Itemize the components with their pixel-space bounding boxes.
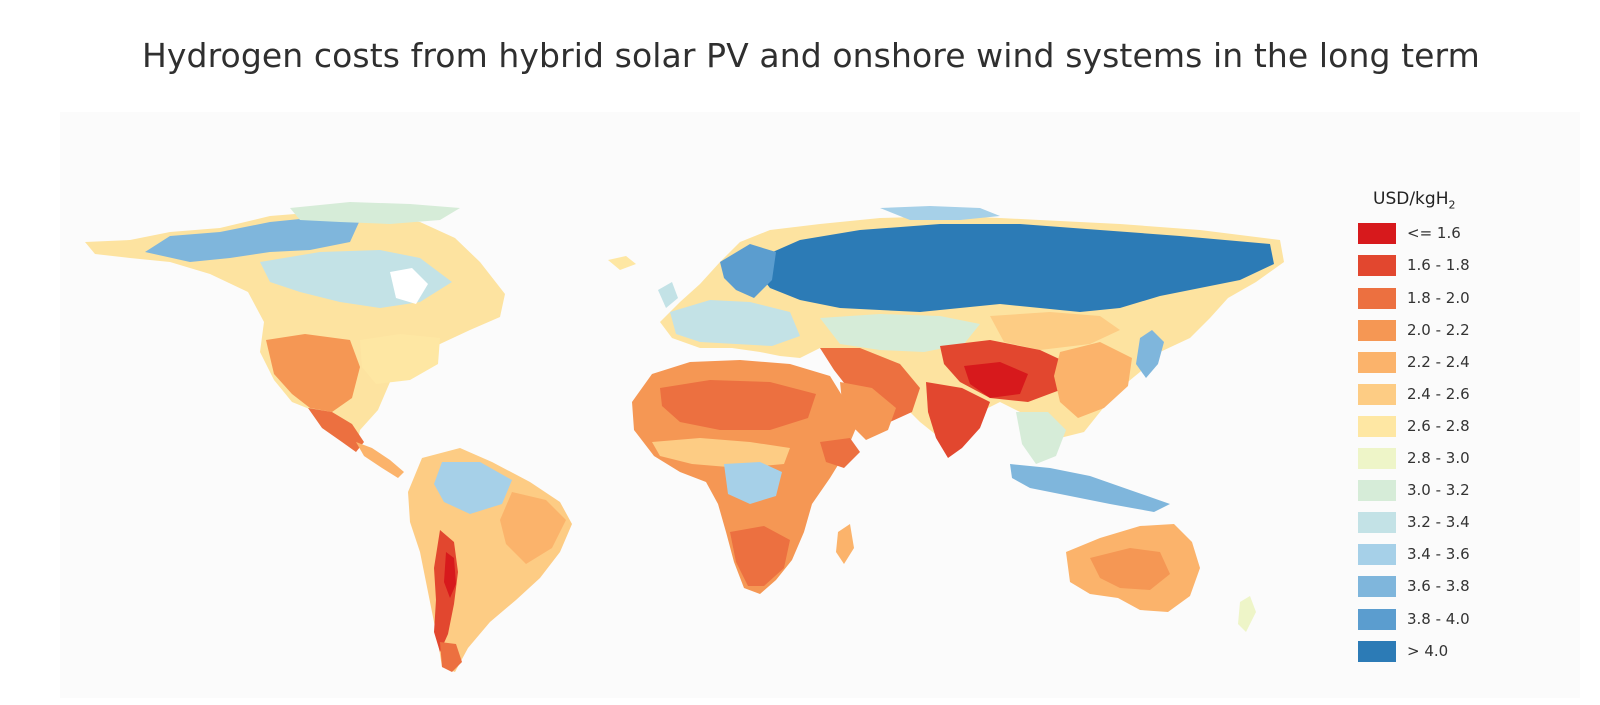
legend-swatch — [1358, 383, 1396, 405]
legend-title-subscript: 2 — [1448, 198, 1456, 212]
legend-swatch — [1358, 415, 1396, 437]
legend-swatch — [1358, 480, 1396, 502]
legend-title-unit: USD/kgH — [1373, 189, 1449, 209]
uk-ireland — [658, 282, 678, 308]
sahel — [652, 438, 790, 468]
russia-siberia — [750, 224, 1274, 312]
legend-label: 3.0 - 3.2 — [1407, 481, 1470, 500]
legend-swatch — [1358, 640, 1396, 662]
legend-swatch — [1358, 512, 1396, 534]
legend-title: USD/kgH2 — [1373, 189, 1498, 211]
atacama — [444, 552, 456, 598]
legend-swatch — [1358, 223, 1396, 245]
southeast-asia — [1016, 412, 1066, 464]
legend-item: 3.2 - 3.4 — [1358, 512, 1498, 544]
legend-label: 1.8 - 2.0 — [1407, 288, 1470, 307]
new-zealand — [1238, 596, 1256, 632]
legend-swatch — [1358, 576, 1396, 598]
legend-item: 3.6 - 3.8 — [1358, 576, 1498, 608]
legend-swatch — [1358, 319, 1396, 341]
map-title: Hydrogen costs from hybrid solar PV and … — [142, 36, 1480, 75]
madagascar — [836, 524, 854, 564]
world-map — [85, 202, 1284, 672]
europe-central — [670, 300, 800, 346]
legend-item: 1.8 - 2.0 — [1358, 287, 1498, 320]
tibet — [964, 362, 1028, 398]
mexico — [308, 408, 364, 452]
amazon-basin — [434, 462, 512, 514]
usa-southwest — [266, 334, 360, 412]
world-map-area — [60, 112, 1580, 698]
north-america — [85, 202, 505, 478]
korea-japan — [1136, 330, 1164, 378]
legend-item: 2.0 - 2.2 — [1358, 319, 1498, 352]
legend-item: 3.0 - 3.2 — [1358, 480, 1498, 512]
middle-east — [820, 348, 920, 422]
legend-swatch — [1358, 351, 1396, 373]
legend-label: 2.0 - 2.2 — [1407, 320, 1470, 339]
scandinavia — [720, 244, 776, 298]
legend-item: <= 1.6 — [1358, 223, 1498, 255]
australia-nz — [1066, 524, 1256, 632]
legend-item: 3.4 - 3.6 — [1358, 544, 1498, 576]
brazil-east — [500, 492, 566, 564]
east-africa-horn — [820, 438, 860, 468]
china-east — [1054, 342, 1132, 418]
south-america — [408, 448, 572, 672]
legend-label: <= 1.6 — [1407, 224, 1461, 243]
legend-item: > 4.0 — [1358, 640, 1498, 673]
southern-africa — [730, 526, 790, 586]
usa-east — [360, 334, 440, 384]
legend-items: <= 1.6 1.6 - 1.8 1.8 - 2.0 2.0 - 2.2 2.2 - 2… — [1358, 223, 1498, 672]
legend-swatch — [1358, 608, 1396, 630]
hudson-region — [390, 268, 428, 304]
legend-label: 2.2 - 2.4 — [1407, 352, 1470, 371]
legend-swatch — [1358, 544, 1396, 566]
legend-item: 2.6 - 2.8 — [1358, 415, 1498, 448]
legend-item: 3.8 - 4.0 — [1358, 608, 1498, 641]
legend-swatch — [1358, 287, 1396, 309]
legend-item: 2.4 - 2.6 — [1358, 383, 1498, 416]
legend-label: > 4.0 — [1407, 641, 1449, 660]
legend-item: 2.8 - 3.0 — [1358, 448, 1498, 480]
legend-label: 3.2 - 3.4 — [1407, 513, 1470, 532]
legend-swatch — [1358, 448, 1396, 470]
congo-basin — [724, 462, 782, 504]
central-america — [356, 442, 404, 478]
legend-item: 1.6 - 1.8 — [1358, 255, 1498, 287]
legend-label: 2.4 - 2.6 — [1407, 384, 1470, 403]
legend-label: 3.4 - 3.6 — [1407, 545, 1470, 564]
map-legend: USD/kgH2 <= 1.6 1.6 - 1.8 1.8 - 2.0 2.0 - 2… — [1358, 189, 1498, 673]
legend-label: 3.6 - 3.8 — [1407, 577, 1470, 596]
eurasia — [660, 206, 1284, 512]
legend-swatch — [1358, 255, 1396, 277]
mongolia-north — [990, 312, 1120, 350]
kazakhstan-steppe — [820, 314, 980, 352]
greenland-arctic-islands — [290, 202, 460, 224]
africa — [632, 360, 860, 594]
india — [926, 382, 990, 458]
patagonia — [440, 642, 462, 672]
arctic-islands — [880, 206, 1000, 220]
legend-label: 3.8 - 4.0 — [1407, 609, 1470, 628]
legend-label: 2.6 - 2.8 — [1407, 416, 1470, 435]
iceland — [608, 256, 636, 270]
australia-interior — [1090, 548, 1170, 590]
sahara — [660, 380, 816, 430]
alaska-canada-north — [145, 217, 360, 262]
indonesia — [1010, 464, 1170, 512]
legend-item: 2.2 - 2.4 — [1358, 351, 1498, 384]
legend-label: 1.6 - 1.8 — [1407, 256, 1470, 275]
legend-label: 2.8 - 3.0 — [1407, 449, 1470, 468]
